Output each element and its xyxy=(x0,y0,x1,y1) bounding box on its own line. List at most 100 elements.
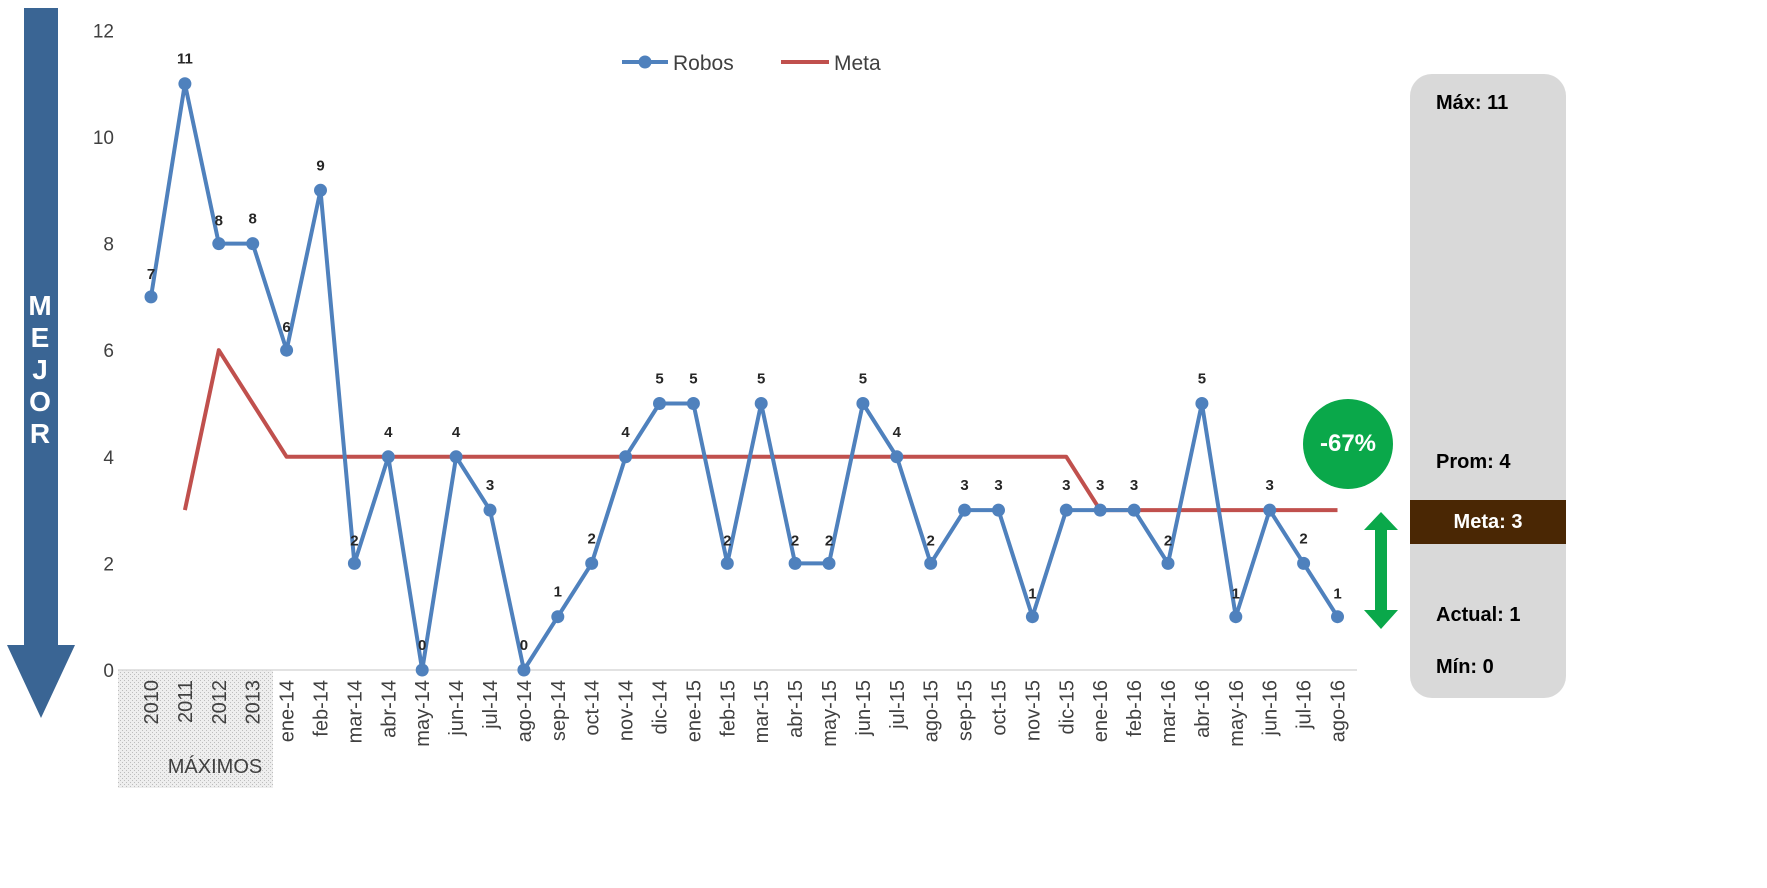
robos-data-label: 1 xyxy=(1028,586,1036,603)
x-tick-label: jul-15 xyxy=(887,680,909,730)
robos-data-label: 2 xyxy=(927,532,935,549)
x-tick-label: ago-14 xyxy=(514,680,536,742)
robos-data-label: 1 xyxy=(554,584,562,601)
robos-point xyxy=(924,556,938,570)
x-tick-label: jun-16 xyxy=(1260,680,1282,737)
x-tick-label: may-14 xyxy=(412,680,434,747)
stat-average: Prom: 4 xyxy=(1436,451,1511,473)
robos-point xyxy=(788,556,802,570)
robos-data-label: 3 xyxy=(994,477,1002,494)
x-tick-label: 2012 xyxy=(209,680,231,725)
robos-point xyxy=(483,503,497,517)
x-tick-label: ene-15 xyxy=(683,680,705,742)
robos-data-label: 2 xyxy=(350,532,358,549)
robos-point xyxy=(314,183,327,197)
robos-data-label: 2 xyxy=(723,532,731,549)
x-tick-label: abr-15 xyxy=(785,680,807,738)
x-tick-label: oct-15 xyxy=(989,680,1011,736)
direction-letter: O xyxy=(29,386,51,417)
robos-point xyxy=(1297,556,1311,570)
robos-point xyxy=(1161,556,1175,570)
robos-data-label: 3 xyxy=(1096,477,1104,494)
robos-point xyxy=(1093,503,1107,517)
change-badge: -67% xyxy=(1303,399,1393,489)
x-tick-label: mar-16 xyxy=(1158,680,1180,743)
robos-point xyxy=(178,77,192,91)
robos-point xyxy=(246,237,260,251)
robos-point xyxy=(1059,503,1073,517)
meta-series-line xyxy=(182,348,1338,513)
x-tick-label: jul-14 xyxy=(480,680,502,730)
better-direction-arrow xyxy=(7,8,75,718)
robos-point xyxy=(1127,503,1141,517)
legend-robos-marker xyxy=(638,55,652,69)
y-tick-label: 8 xyxy=(103,235,114,256)
robos-point xyxy=(415,663,429,677)
x-tick-label: ago-16 xyxy=(1328,680,1350,742)
robos-point xyxy=(551,610,565,624)
robos-point xyxy=(347,556,361,570)
robos-point xyxy=(1263,503,1277,517)
x-tick-label: ene-16 xyxy=(1090,680,1112,742)
robos-data-label: 1 xyxy=(1333,586,1341,603)
robos-point xyxy=(890,450,904,464)
robos-data-label: 3 xyxy=(1130,477,1138,494)
robos-point xyxy=(144,290,158,304)
x-tick-label: abr-16 xyxy=(1192,680,1214,738)
x-tick-label: 2013 xyxy=(243,680,265,725)
robos-data-label: 11 xyxy=(177,51,193,68)
robos-point xyxy=(517,663,531,677)
robos-point xyxy=(280,343,294,357)
robos-series-line xyxy=(149,81,1340,672)
robos-data-label: 4 xyxy=(621,424,630,441)
y-tick-label: 4 xyxy=(103,448,114,469)
direction-letter: R xyxy=(29,418,51,449)
robos-data-label: 0 xyxy=(418,637,426,654)
x-tick-label: may-15 xyxy=(819,680,841,747)
x-tick-label: abr-14 xyxy=(378,680,400,738)
x-tick-label: may-16 xyxy=(1226,680,1248,747)
stat-max: Máx: 11 xyxy=(1436,92,1509,114)
robos-point xyxy=(686,397,700,410)
direction-letter: J xyxy=(32,354,48,385)
robos-point xyxy=(381,450,395,464)
x-tick-label: ene-14 xyxy=(277,680,299,742)
robos-data-label: 6 xyxy=(282,319,290,336)
stat-current: Actual: 1 xyxy=(1436,604,1521,626)
robos-data-label: 3 xyxy=(960,477,968,494)
robos-point xyxy=(1331,610,1344,624)
robos-data-label: 7 xyxy=(147,266,155,283)
robos-data-label: 2 xyxy=(791,532,799,549)
robos-data-label: 4 xyxy=(893,424,902,441)
robos-data-label: 1 xyxy=(1232,586,1240,603)
robos-data-label: 9 xyxy=(316,157,324,174)
robos-data-label: 0 xyxy=(520,637,528,654)
x-tick-label: dic-14 xyxy=(650,680,672,734)
x-tick-label: jun-15 xyxy=(853,680,875,737)
robos-data-label: 8 xyxy=(249,211,257,228)
robos-point xyxy=(958,503,972,517)
x-tick-label: sep-15 xyxy=(955,680,977,741)
direction-letter: E xyxy=(30,322,50,353)
x-tick-label: dic-15 xyxy=(1056,680,1078,734)
robos-data-label: 3 xyxy=(486,477,494,494)
group-label-maximos: MÁXIMOS xyxy=(168,755,262,778)
y-tick-label: 0 xyxy=(103,661,114,682)
robos-point xyxy=(619,450,633,464)
robos-point xyxy=(1229,610,1243,624)
robos-data-label: 2 xyxy=(825,532,833,549)
x-tick-label: jul-16 xyxy=(1294,680,1316,730)
y-tick-label: 12 xyxy=(93,21,114,42)
robos-point xyxy=(212,237,226,251)
robos-point xyxy=(653,397,666,410)
robos-data-label: 5 xyxy=(689,371,697,388)
robos-point xyxy=(992,503,1005,517)
x-tick-label: 2011 xyxy=(175,680,197,723)
historical-max-band xyxy=(118,670,273,788)
stat-goal: Meta: 3 xyxy=(1410,500,1566,544)
robos-data-label: 4 xyxy=(384,424,393,441)
robos-data-label: 8 xyxy=(215,213,223,230)
robos-data-label: 5 xyxy=(757,371,765,388)
robos-point xyxy=(449,450,463,464)
